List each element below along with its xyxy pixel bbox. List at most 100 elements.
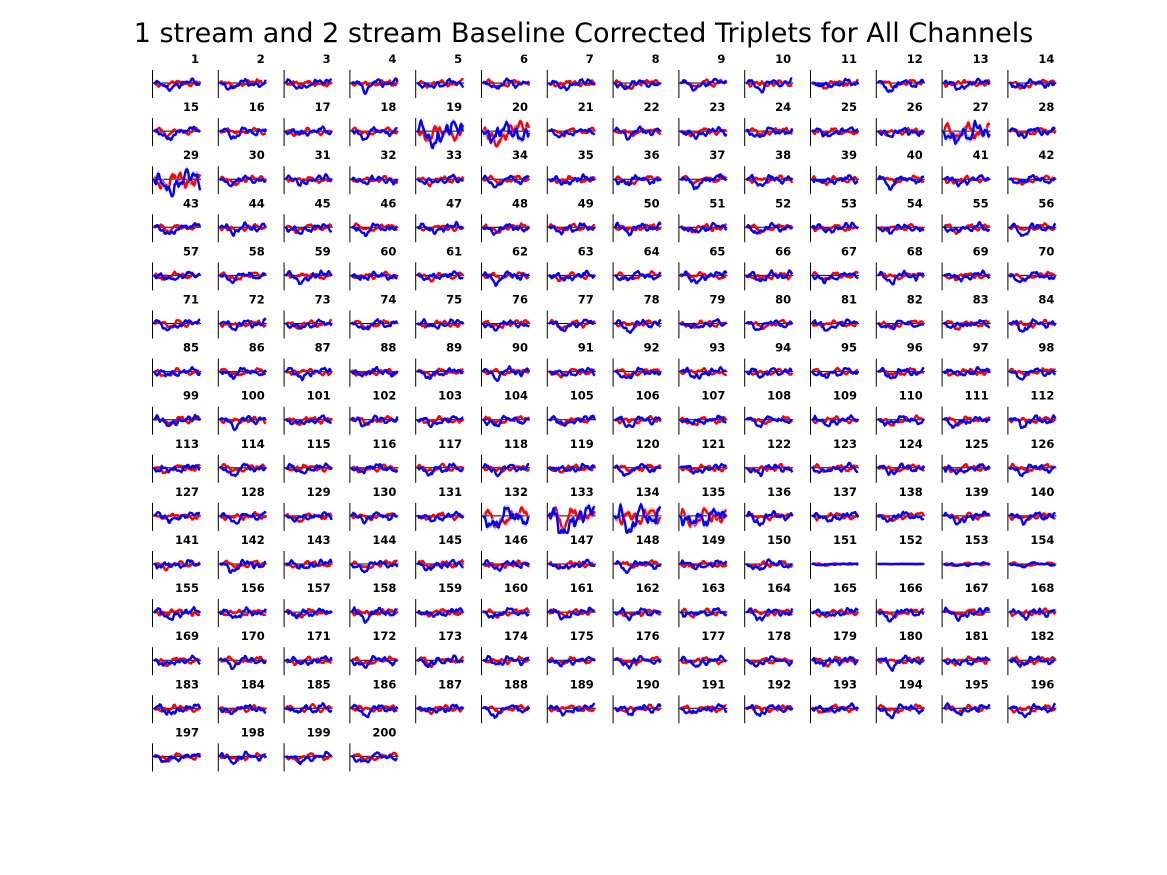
channel-label: 88 — [380, 341, 396, 355]
channel-panel: 55 — [941, 196, 991, 243]
stream1-line — [1009, 655, 1056, 666]
stream1-line — [1008, 174, 1056, 186]
channel-label: 54 — [907, 196, 923, 210]
channel-panel: 177 — [678, 629, 728, 676]
channel-panel: 187 — [415, 677, 465, 724]
channel-label: 21 — [578, 100, 594, 114]
channel-label: 8 — [652, 52, 660, 66]
stream1-line — [943, 703, 990, 715]
stream1-line — [943, 319, 990, 331]
channel-panel: 101 — [283, 389, 333, 435]
channel-panel: 102 — [349, 389, 399, 435]
stream1-line — [877, 126, 925, 137]
channel-panel: 86 — [217, 341, 267, 387]
stream2-line — [614, 221, 662, 237]
stream2-line — [417, 510, 464, 523]
channel-panel: 195 — [941, 677, 991, 724]
stream2-line — [942, 656, 991, 667]
channel-panel: 63 — [546, 244, 596, 291]
channel-label: 5 — [454, 52, 462, 66]
channel-panel: 22 — [612, 100, 662, 147]
channel-label: 18 — [380, 100, 396, 114]
channel-panel: 109 — [810, 389, 860, 435]
stream1-line — [547, 506, 596, 532]
stream2-line — [153, 270, 201, 281]
channel-panel: 129 — [283, 485, 333, 531]
channel-label: 179 — [833, 629, 857, 643]
channel-panel: 83 — [941, 293, 991, 339]
stream2-line — [416, 415, 464, 429]
channel-label: 183 — [175, 677, 199, 691]
stream2-line — [680, 77, 728, 92]
channel-label: 118 — [504, 437, 528, 451]
stream2-line — [877, 510, 925, 523]
channel-panel: 12 — [875, 52, 925, 98]
channel-label: 120 — [636, 437, 660, 451]
stream2-line — [679, 414, 727, 426]
stream2-line — [219, 221, 267, 237]
channel-label: 66 — [775, 244, 791, 258]
channel-label: 10 — [775, 52, 791, 66]
stream2-line — [679, 703, 728, 715]
channel-label: 184 — [241, 677, 265, 691]
channel-panel: 189 — [546, 677, 596, 724]
channel-panel: 18 — [349, 100, 399, 147]
stream2-line — [746, 77, 793, 94]
stream2-line — [219, 317, 267, 332]
channel-panel: 200 — [349, 725, 399, 772]
channel-panel: 42 — [1007, 148, 1057, 195]
stream2-line — [416, 270, 464, 282]
channel-label: 16 — [249, 100, 265, 114]
stream2-line — [219, 174, 267, 188]
channel-label: 113 — [175, 437, 199, 451]
channel-panel: 20 — [481, 100, 531, 149]
stream1-line — [351, 270, 399, 280]
channel-panel: 73 — [283, 293, 333, 339]
stream2-line — [416, 77, 465, 89]
stream2-line — [416, 119, 464, 150]
channel-panel: 116 — [349, 437, 399, 483]
stream1-line — [350, 319, 399, 330]
channel-panel: 105 — [546, 389, 596, 435]
channel-panel: 127 — [152, 485, 201, 531]
channel-panel: 166 — [875, 581, 925, 628]
stream2-line — [153, 703, 202, 716]
channel-label: 1 — [191, 52, 199, 66]
channel-label: 80 — [775, 293, 791, 307]
channel-label: 117 — [438, 437, 462, 451]
channel-panel: 51 — [678, 196, 728, 243]
stream2-line — [679, 462, 728, 475]
channel-label: 182 — [1030, 629, 1054, 643]
channel-label: 195 — [965, 677, 989, 691]
stream1-line — [416, 415, 464, 425]
stream2-line — [219, 366, 267, 381]
channel-label: 31 — [315, 148, 331, 162]
channel-label: 139 — [965, 485, 989, 499]
stream2-line — [481, 319, 530, 332]
channel-label: 108 — [767, 389, 791, 403]
stream2-line — [482, 654, 530, 667]
channel-panel: 36 — [612, 148, 662, 195]
stream1-line — [745, 608, 793, 617]
channel-panel: 62 — [481, 244, 530, 291]
stream2-line — [284, 223, 333, 235]
stream2-line — [548, 269, 596, 282]
stream1-line — [876, 607, 925, 619]
stream2-line — [942, 319, 991, 330]
channel-label: 191 — [701, 677, 725, 691]
channel-label: 71 — [183, 293, 199, 307]
channel-label: 185 — [307, 677, 331, 691]
channel-panel: 34 — [481, 148, 530, 195]
channel-label: 61 — [446, 244, 462, 258]
channel-label: 106 — [636, 389, 660, 403]
stream1-line — [350, 126, 399, 137]
channel-panel: 154 — [1007, 533, 1057, 579]
channel-label: 40 — [907, 148, 923, 162]
channel-panel: 29 — [152, 148, 202, 198]
channel-panel: 100 — [217, 389, 267, 435]
channel-panel: 68 — [875, 244, 925, 291]
channel-panel: 21 — [546, 100, 596, 147]
channel-label: 145 — [438, 533, 462, 547]
stream2-line — [351, 174, 399, 186]
stream2-line — [548, 127, 596, 139]
